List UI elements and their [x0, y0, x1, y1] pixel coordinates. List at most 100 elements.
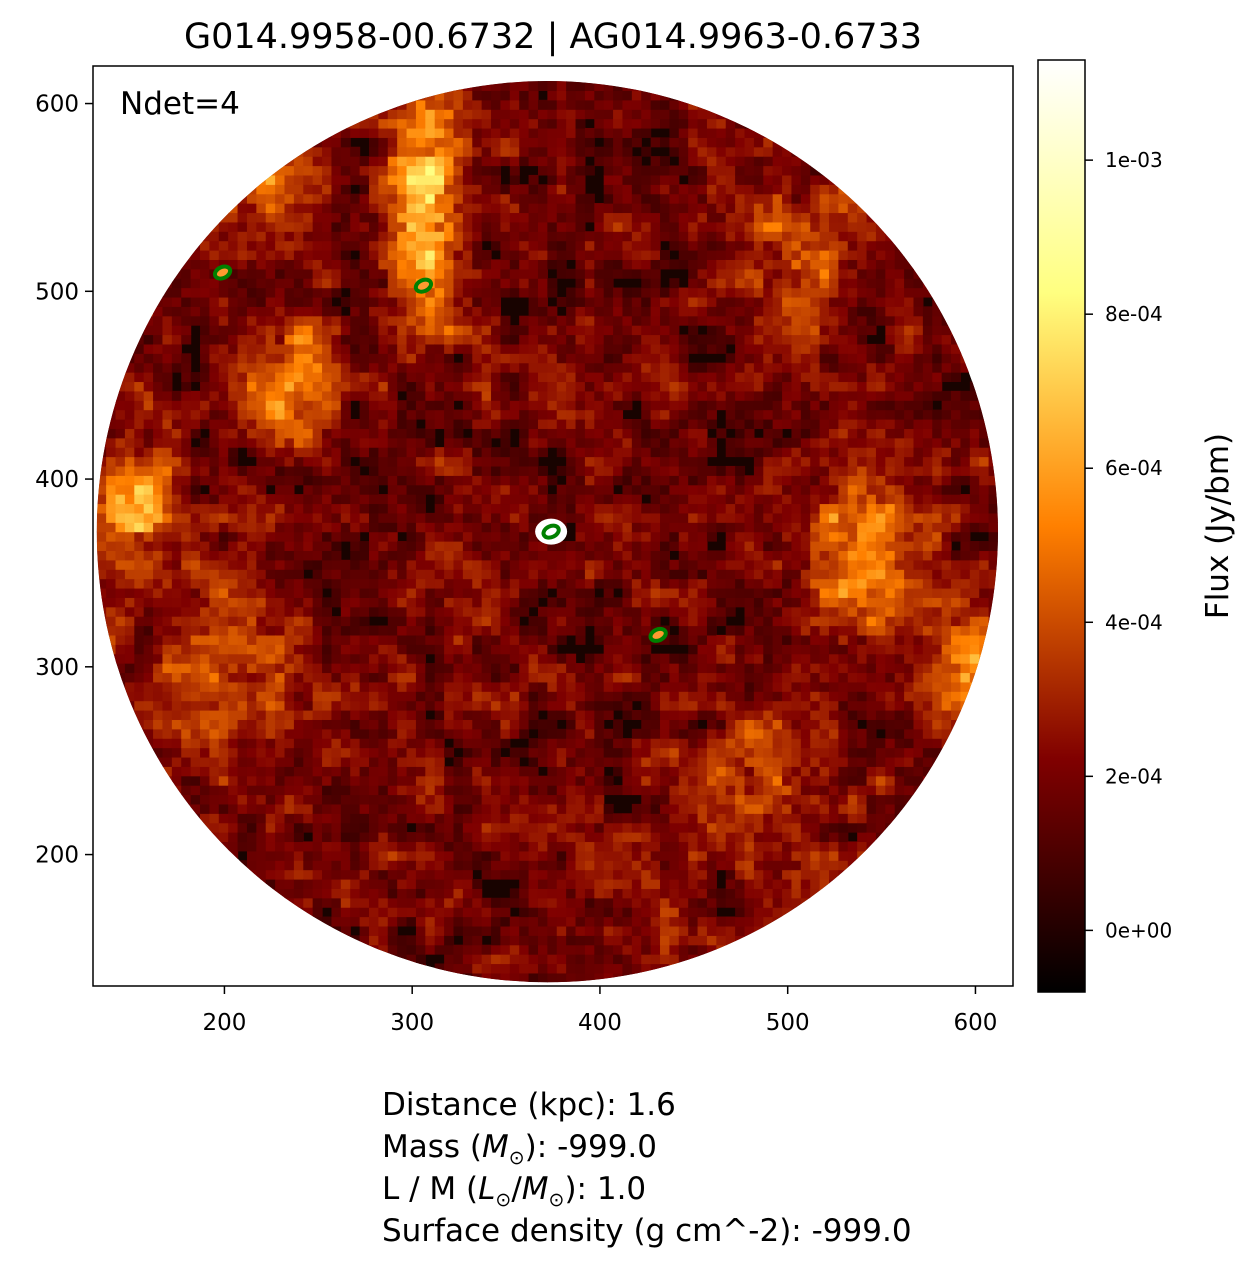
flux-pixel	[406, 465, 417, 476]
flux-pixel	[669, 897, 680, 908]
flux-pixel	[256, 569, 267, 580]
flux-pixel	[415, 541, 426, 552]
flux-pixel	[284, 700, 295, 711]
flux-pixel	[256, 785, 267, 796]
flux-pixel	[293, 221, 304, 232]
flux-pixel	[218, 334, 229, 345]
flux-pixels	[96, 81, 998, 983]
flux-pixel	[462, 522, 473, 533]
flux-pixel	[453, 587, 464, 598]
flux-pixel	[500, 156, 511, 167]
flux-pixel	[631, 803, 642, 814]
flux-pixel	[228, 456, 239, 467]
flux-pixel	[444, 109, 455, 120]
flux-pixel	[528, 944, 539, 955]
flux-pixel	[566, 888, 577, 899]
flux-pixel	[547, 653, 558, 664]
flux-pixel	[397, 606, 408, 617]
flux-pixel	[369, 644, 379, 655]
flux-pixel	[143, 710, 154, 720]
flux-pixel	[491, 719, 502, 730]
flux-pixel	[547, 118, 558, 129]
flux-pixel	[528, 832, 539, 843]
flux-pixel	[209, 362, 220, 373]
flux-pixel	[678, 766, 689, 777]
flux-pixel	[669, 850, 680, 861]
flux-pixel	[462, 691, 473, 702]
flux-pixel	[444, 888, 455, 899]
flux-pixel	[124, 400, 135, 411]
flux-pixel	[209, 325, 220, 336]
flux-pixel	[237, 738, 248, 749]
flux-pixel	[444, 531, 455, 542]
flux-pixel	[312, 418, 323, 429]
flux-pixel	[678, 738, 689, 749]
flux-pixel	[537, 212, 548, 223]
flux-pixel	[641, 672, 652, 683]
flux-pixel	[415, 653, 426, 664]
flux-pixel	[115, 522, 126, 533]
flux-pixel	[425, 578, 436, 589]
flux-pixel	[303, 372, 314, 383]
flux-pixel	[547, 400, 558, 411]
flux-pixel	[406, 343, 417, 354]
flux-pixel	[275, 512, 286, 523]
flux-pixel	[218, 766, 229, 777]
flux-pixel	[378, 447, 389, 458]
flux-pixel	[641, 193, 652, 204]
flux-pixel	[415, 193, 426, 204]
flux-pixel	[397, 663, 408, 674]
flux-pixel	[528, 766, 539, 777]
flux-pixel	[378, 691, 389, 702]
flux-pixel	[190, 719, 201, 730]
flux-pixel	[584, 334, 595, 345]
flux-pixel	[293, 785, 304, 796]
flux-pixel	[444, 362, 455, 373]
flux-pixel	[622, 606, 633, 617]
flux-pixel	[387, 653, 398, 664]
flux-pixel	[312, 719, 323, 730]
flux-pixel	[566, 362, 577, 373]
flux-pixel	[603, 193, 614, 204]
flux-pixel	[134, 437, 145, 448]
flux-pixel	[425, 193, 436, 204]
flux-pixel	[406, 728, 417, 739]
flux-pixel	[340, 681, 351, 692]
flux-pixel	[359, 541, 370, 552]
flux-pixel	[397, 287, 408, 298]
flux-pixel	[237, 400, 248, 411]
flux-pixel	[284, 888, 295, 899]
flux-pixel	[275, 484, 286, 495]
flux-pixel	[200, 306, 211, 317]
flux-pixel	[594, 822, 605, 833]
flux-pixel	[528, 465, 539, 476]
flux-pixel	[425, 944, 436, 955]
flux-pixel	[519, 916, 530, 927]
flux-pixel	[415, 512, 426, 523]
flux-pixel	[444, 418, 455, 429]
flux-pixel	[190, 372, 201, 383]
flux-pixel	[218, 381, 229, 392]
flux-pixel	[331, 212, 342, 223]
flux-pixel	[275, 447, 286, 458]
flux-pixel	[537, 296, 548, 307]
flux-pixel	[537, 935, 548, 946]
flux-pixel	[322, 221, 333, 232]
flux-pixel	[237, 841, 248, 852]
flux-pixel	[218, 587, 229, 598]
flux-pixel	[613, 503, 624, 514]
flux-pixel	[641, 362, 652, 373]
flux-pixel	[444, 775, 455, 786]
flux-pixel	[660, 231, 671, 242]
flux-pixel	[106, 625, 117, 636]
flux-pixel	[387, 109, 398, 120]
flux-pixel	[181, 634, 192, 645]
flux-pixel	[256, 822, 267, 833]
flux-pixel	[575, 803, 586, 814]
flux-pixel	[303, 841, 314, 852]
flux-pixel	[153, 747, 164, 758]
flux-pixel	[350, 916, 361, 927]
flux-pixel	[171, 418, 182, 429]
flux-pixel	[200, 409, 211, 420]
flux-pixel	[594, 334, 605, 345]
